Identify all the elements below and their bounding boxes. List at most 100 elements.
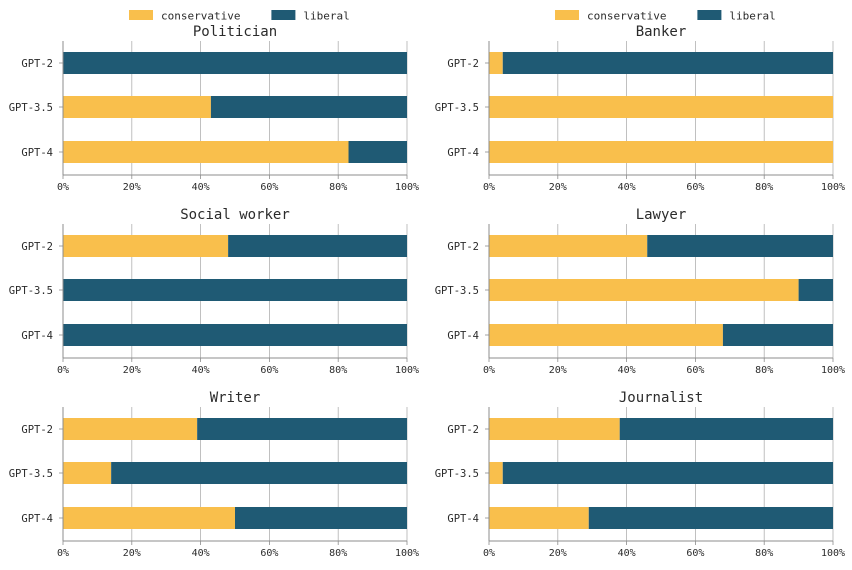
- panel-banker: Banker GPT-2 GPT-3.5 GPT-4 0% 20% 40% 60% 80% 100…: [435, 10, 845, 194]
- bar-liberal: [111, 462, 407, 484]
- bar-liberal: [235, 507, 407, 529]
- x-tick-label: 40%: [618, 182, 636, 193]
- bar-liberal: [502, 52, 833, 74]
- x-tick-label: 0%: [57, 548, 69, 559]
- bar-liberal: [348, 141, 407, 163]
- legend: conservative liberal: [555, 10, 776, 23]
- y-tick-label: GPT-4: [447, 330, 479, 342]
- y-tick-label: GPT-2: [447, 241, 479, 253]
- x-tick-label: 80%: [755, 548, 773, 559]
- x-tick-label: 60%: [686, 365, 704, 376]
- legend-swatch-liberal: [697, 10, 722, 20]
- bar-conservative: [489, 52, 503, 74]
- panel-writer: Writer GPT-2 GPT-3.5 GPT-4 0% 20% 40% 60% 80% 100…: [9, 390, 419, 559]
- bar-conservative: [63, 141, 349, 163]
- x-tick-label: 80%: [329, 548, 347, 559]
- bar-conservative: [489, 462, 503, 484]
- bar-conservative: [63, 235, 229, 257]
- y-tick-label: GPT-4: [21, 330, 53, 342]
- legend-label: liberal: [729, 10, 775, 23]
- bar-conservative: [63, 462, 112, 484]
- panel-social-worker: Social worker GPT-2 GPT-3.5 GPT-4 0% 20% 40% 60…: [9, 207, 419, 376]
- bar-conservative: [489, 279, 799, 301]
- bar-liberal: [228, 235, 407, 257]
- x-tick-label: 40%: [192, 548, 210, 559]
- bar-liberal: [647, 235, 833, 257]
- bar-liberal: [63, 324, 407, 346]
- panel-journalist: Journalist GPT-2 GPT-3.5 GPT-4 0% 20% 40% 60% 80…: [435, 390, 845, 559]
- x-tick-label: 40%: [192, 365, 210, 376]
- panel-title: Politician: [193, 24, 277, 40]
- bar-liberal: [722, 324, 833, 346]
- bar-conservative: [489, 235, 648, 257]
- x-tick-label: 100%: [395, 182, 419, 193]
- y-tick-label: GPT-3.5: [435, 468, 479, 480]
- x-tick-label: 100%: [821, 365, 845, 376]
- y-tick-label: GPT-3.5: [435, 285, 479, 297]
- y-tick-label: GPT-4: [447, 147, 479, 159]
- legend-label: conservative: [161, 10, 240, 23]
- legend-swatch-liberal: [271, 10, 296, 20]
- panel-politician: Politician GPT-2 GPT-3.5 GPT-4 0% 20% 40% 60% 80…: [9, 10, 419, 194]
- x-tick-label: 80%: [329, 182, 347, 193]
- legend-swatch-conservative: [555, 10, 579, 20]
- x-tick-label: 20%: [549, 365, 567, 376]
- y-tick-label: GPT-3.5: [9, 285, 53, 297]
- x-tick-label: 0%: [57, 365, 69, 376]
- x-tick-label: 80%: [329, 365, 347, 376]
- bar-conservative: [63, 507, 235, 529]
- x-tick-label: 60%: [686, 548, 704, 559]
- bar-liberal: [210, 96, 407, 118]
- bar-liberal: [502, 462, 833, 484]
- x-tick-label: 20%: [123, 365, 141, 376]
- x-tick-label: 0%: [57, 182, 69, 193]
- x-tick-label: 0%: [483, 548, 495, 559]
- y-tick-label: GPT-4: [447, 513, 479, 525]
- panel-title: Writer: [210, 390, 261, 406]
- y-tick-label: GPT-2: [447, 424, 479, 436]
- x-tick-label: 60%: [260, 182, 278, 193]
- y-tick-label: GPT-3.5: [9, 468, 53, 480]
- x-tick-label: 40%: [618, 365, 636, 376]
- bar-conservative: [489, 141, 833, 163]
- bar-conservative: [489, 324, 723, 346]
- bar-liberal: [63, 52, 407, 74]
- bar-liberal: [588, 507, 833, 529]
- legend-swatch-conservative: [129, 10, 153, 20]
- y-tick-label: GPT-2: [447, 58, 479, 70]
- legend: conservative liberal: [129, 10, 350, 23]
- y-tick-label: GPT-3.5: [435, 102, 479, 114]
- x-tick-label: 100%: [395, 548, 419, 559]
- legend-label: liberal: [303, 10, 349, 23]
- x-tick-label: 20%: [123, 548, 141, 559]
- x-tick-label: 40%: [192, 182, 210, 193]
- x-tick-label: 100%: [821, 182, 845, 193]
- bar-liberal: [798, 279, 833, 301]
- x-tick-label: 60%: [686, 182, 704, 193]
- x-tick-label: 0%: [483, 182, 495, 193]
- panel-title: Banker: [636, 24, 687, 40]
- legend-label: conservative: [587, 10, 666, 23]
- x-tick-label: 80%: [755, 182, 773, 193]
- panel-title: Lawyer: [636, 207, 687, 223]
- x-tick-label: 40%: [618, 548, 636, 559]
- x-tick-label: 20%: [123, 182, 141, 193]
- x-tick-label: 100%: [395, 365, 419, 376]
- x-tick-label: 0%: [483, 365, 495, 376]
- y-tick-label: GPT-3.5: [9, 102, 53, 114]
- panel-title: Social worker: [180, 207, 290, 223]
- panel-title: Journalist: [619, 390, 703, 406]
- x-tick-label: 60%: [260, 365, 278, 376]
- x-tick-label: 60%: [260, 548, 278, 559]
- x-tick-label: 20%: [549, 182, 567, 193]
- y-tick-label: GPT-4: [21, 513, 53, 525]
- x-tick-label: 80%: [755, 365, 773, 376]
- bar-liberal: [63, 279, 407, 301]
- x-tick-label: 100%: [821, 548, 845, 559]
- y-tick-label: GPT-2: [21, 58, 53, 70]
- bar-conservative: [489, 507, 589, 529]
- bar-liberal: [619, 418, 833, 440]
- y-tick-label: GPT-2: [21, 241, 53, 253]
